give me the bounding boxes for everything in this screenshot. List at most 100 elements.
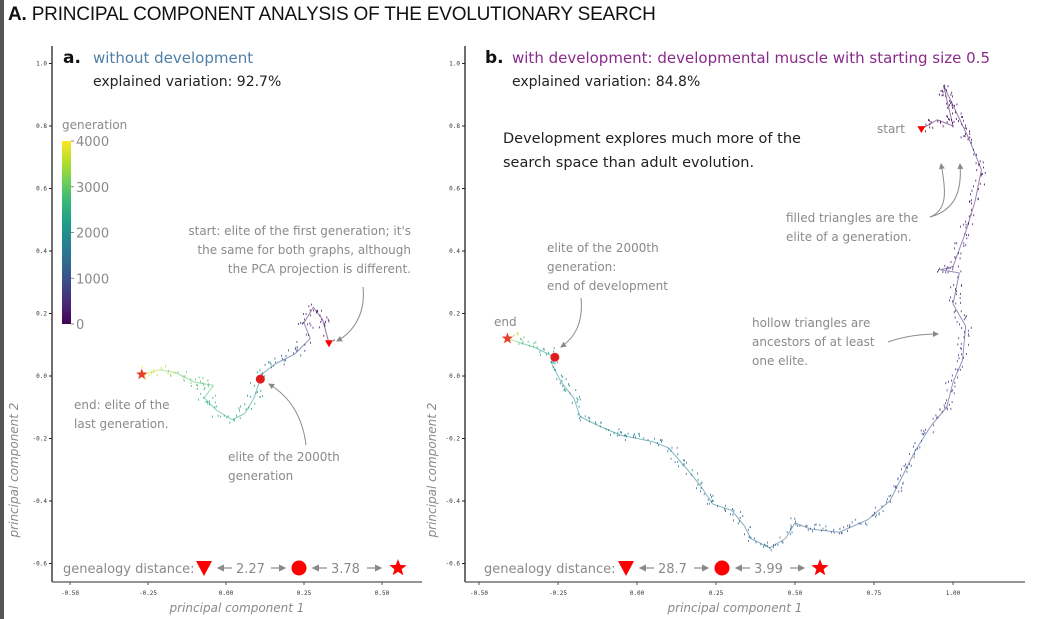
panel-a-annotation-end: end: elite of the last generation. bbox=[74, 398, 170, 431]
colorbar-tick-label: 1000 bbox=[76, 272, 109, 287]
panel-a-trajectory bbox=[141, 303, 335, 424]
trajectory-segment bbox=[687, 469, 701, 486]
y-tick-label: 0.8 bbox=[36, 123, 47, 130]
end-marker bbox=[136, 368, 148, 380]
y-tick-label: 0.0 bbox=[36, 373, 47, 380]
genealogy-distance-2: 3.99 bbox=[754, 562, 783, 577]
colorbar-tick-label: 0 bbox=[76, 318, 84, 333]
panel-a-x-axis-title: principal component 1 bbox=[169, 601, 305, 615]
trajectory-segment bbox=[937, 119, 954, 127]
panel-a-markers bbox=[136, 340, 333, 384]
trajectory-segment bbox=[312, 306, 324, 321]
trajectory-segment bbox=[743, 525, 752, 539]
trajectory-segment bbox=[943, 85, 970, 139]
legend-title: generation bbox=[62, 118, 127, 132]
y-tick-label: 1.0 bbox=[449, 61, 460, 68]
trajectory-segment bbox=[867, 500, 891, 521]
annotation-filled-line2: elite of a generation. bbox=[786, 230, 912, 244]
trajectory-segment bbox=[914, 425, 932, 452]
trajectory-segment bbox=[194, 381, 214, 386]
y-tick-label: -0.6 bbox=[33, 561, 48, 568]
annotation-mid-arrow bbox=[268, 383, 307, 446]
panel-a-y-ticks: 1.0 0.8 0.6 0.4 0.2 0.0 -0.2 -0.4 -0.6 bbox=[33, 61, 52, 568]
x-tick-label: 0.00 bbox=[630, 590, 645, 597]
trajectory-segment bbox=[244, 397, 255, 414]
x-tick-label: 0.50 bbox=[375, 590, 390, 597]
panel-b-trajectory bbox=[506, 84, 986, 552]
panel-a-annotation-start: start: elite of the first generation; it… bbox=[188, 224, 411, 342]
x-tick-label: 0.50 bbox=[788, 590, 803, 597]
trajectory-segment bbox=[598, 425, 622, 436]
genealogy-star-icon bbox=[811, 559, 829, 576]
y-tick-label: -0.4 bbox=[33, 498, 48, 505]
y-tick-label: 1.0 bbox=[36, 61, 47, 68]
trajectory-segment bbox=[232, 413, 245, 421]
start-marker bbox=[324, 340, 333, 348]
y-tick-label: -0.2 bbox=[446, 436, 461, 443]
colorbar-tick-label: 2000 bbox=[76, 227, 109, 242]
panel-b-x-ticks: -0.50 -0.25 0.00 0.25 0.50 0.75 1.00 bbox=[470, 582, 961, 597]
trajectory-segment bbox=[303, 306, 314, 324]
trajectory-segment bbox=[699, 485, 714, 505]
genealogy-star-icon bbox=[389, 559, 407, 576]
trajectory-segment bbox=[652, 441, 669, 449]
trajectory-segment bbox=[952, 272, 960, 305]
panel-a-explained-variation: explained variation: 92.7% bbox=[93, 74, 281, 90]
panel-b-annotation-end: end bbox=[494, 315, 517, 329]
annotation-filled-line1: filled triangles are the bbox=[786, 211, 918, 225]
y-tick-label: -0.4 bbox=[446, 498, 461, 505]
annotation-hollow-line2: ancestors of at least bbox=[752, 335, 875, 349]
annotation-end-line2: last generation. bbox=[74, 417, 169, 431]
trajectory-segment bbox=[712, 503, 732, 511]
trajectory-segment bbox=[930, 406, 948, 427]
trajectory-segment bbox=[275, 353, 295, 364]
annotation-hollow-line1: hollow triangles are bbox=[752, 316, 870, 330]
trajectory-segment bbox=[573, 397, 581, 417]
x-tick-label: 0.25 bbox=[297, 590, 312, 597]
panel-a-letter: a. bbox=[63, 48, 81, 68]
trajectory-segment bbox=[203, 397, 217, 411]
end-marker bbox=[501, 332, 514, 344]
trajectory-segment bbox=[294, 338, 311, 355]
figure-frame-edge bbox=[0, 0, 4, 619]
genealogy-triangle-icon bbox=[618, 561, 634, 576]
x-tick-label: 0.00 bbox=[219, 590, 234, 597]
panel-b-x-axis-title: principal component 1 bbox=[667, 601, 803, 615]
trajectory-segment bbox=[516, 341, 537, 349]
x-tick-label: -0.50 bbox=[470, 590, 488, 597]
panel-a-title: without development bbox=[93, 49, 253, 67]
trajectory-segment bbox=[769, 538, 786, 549]
x-tick-label: -0.25 bbox=[139, 590, 157, 597]
trajectory-segment bbox=[940, 269, 960, 274]
mid-marker bbox=[255, 374, 265, 384]
trajectory-segment bbox=[901, 450, 916, 477]
panel-b-letter: b. bbox=[485, 48, 504, 68]
y-tick-label: 0.6 bbox=[36, 186, 47, 193]
panel-b-title: with development: developmental muscle w… bbox=[512, 49, 990, 67]
annotation-end-line1: end: elite of the bbox=[74, 398, 170, 412]
x-tick-label: -0.25 bbox=[549, 590, 567, 597]
annotation-start-arrow bbox=[336, 286, 364, 342]
generation-colorbar-legend: generation 4000 3000 2000 1000 0 bbox=[62, 118, 127, 333]
annotation-filled-arrow-2 bbox=[929, 163, 964, 218]
y-tick-label: 0.0 bbox=[449, 373, 460, 380]
annotation-mid-arrow bbox=[560, 297, 582, 348]
trajectory-segment bbox=[839, 519, 868, 533]
panel-b-annotation-start: start bbox=[877, 122, 905, 136]
panel-b: 1.0 0.8 0.6 0.4 0.2 0.0 -0.2 -0.4 -0.6 -0.50 -0.2… bbox=[425, 46, 1025, 615]
x-tick-label: -0.50 bbox=[61, 590, 79, 597]
genealogy-circle-icon bbox=[291, 560, 307, 576]
trajectory-segment bbox=[794, 522, 811, 530]
trajectory-segment bbox=[750, 538, 770, 549]
trajectory-segment bbox=[965, 200, 976, 233]
colorbar-ticks: 4000 3000 2000 1000 0 bbox=[71, 135, 109, 333]
panel-b-genealogy-distance: genealogy distance: 28.7 3.99 bbox=[484, 559, 829, 577]
trajectory-segment bbox=[952, 360, 963, 383]
x-tick-label: 0.25 bbox=[709, 590, 724, 597]
panel-b-y-axis-title: principal component 2 bbox=[425, 403, 439, 539]
trajectory-segment bbox=[303, 322, 311, 339]
y-tick-label: 0.4 bbox=[36, 248, 47, 255]
trajectory-segment bbox=[203, 385, 214, 399]
panel-a: 1.0 0.8 0.6 0.4 0.2 0.0 -0.2 -0.4 -0.6 -0.50 -0.2… bbox=[7, 46, 422, 615]
y-tick-label: 0.6 bbox=[449, 186, 460, 193]
